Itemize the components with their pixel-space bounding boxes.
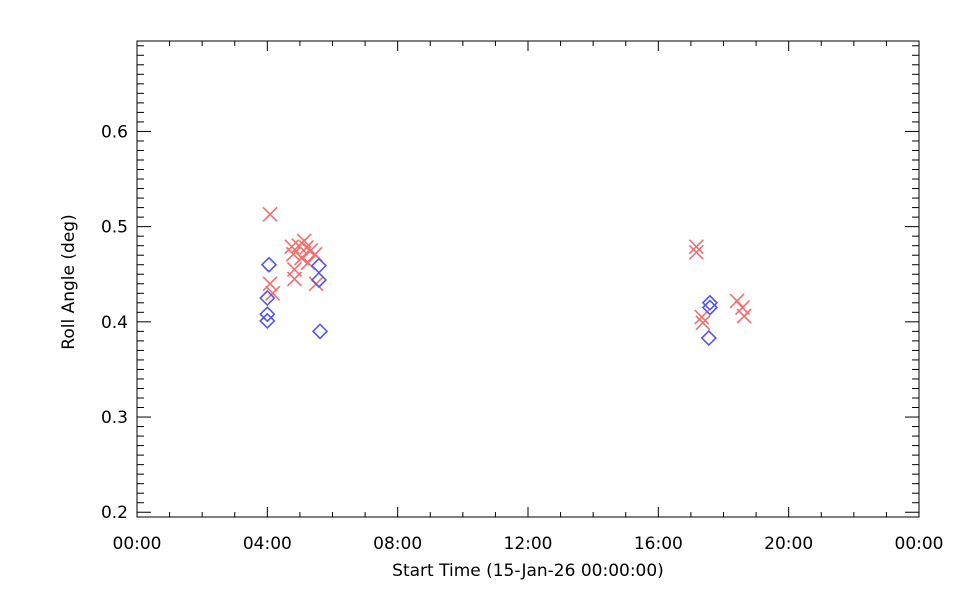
diamond-marker xyxy=(260,256,278,273)
x-marker xyxy=(729,293,745,309)
x-marker xyxy=(688,239,704,255)
x-tick-label: 00:00 xyxy=(895,534,944,554)
x-axis-ticks xyxy=(136,41,920,517)
diamond-marker xyxy=(310,271,328,289)
x-marker xyxy=(293,250,310,266)
y-tick-label: 0.4 xyxy=(101,313,128,333)
x-marker xyxy=(736,308,752,324)
x-tick-label: 00:00 xyxy=(113,534,162,554)
x-marker xyxy=(262,276,278,292)
diamond-marker xyxy=(259,289,276,307)
x-axis-tick-labels: 00:00 04:00 08:00 12:00 16:00 20:00 00:00 xyxy=(113,534,944,554)
x-marker xyxy=(694,309,710,325)
x-tick-label: 12:00 xyxy=(504,534,553,554)
diamond-marker xyxy=(259,312,276,330)
x-tick-label: 16:00 xyxy=(634,534,683,554)
x-tick-label: 04:00 xyxy=(243,534,292,554)
x-marker xyxy=(298,240,314,256)
data-points xyxy=(259,206,752,347)
y-tick-label: 0.3 xyxy=(101,408,128,428)
y-tick-label: 0.2 xyxy=(101,503,128,523)
y-axis-ticks xyxy=(137,45,919,513)
diamond-marker xyxy=(310,257,328,274)
y-axis-label: Roll Angle (deg) xyxy=(59,214,79,349)
x-tick-label: 20:00 xyxy=(764,534,813,554)
x-marker xyxy=(265,285,281,301)
diamond-marker xyxy=(259,306,276,323)
x-axis-label: Start Time (15-Jan-26 00:00:00) xyxy=(392,561,664,581)
plot-frame xyxy=(136,40,920,518)
diamond-marker xyxy=(311,323,329,340)
y-axis-tick-labels: 0.2 0.3 0.4 0.5 0.6 xyxy=(101,122,128,523)
x-tick-label: 08:00 xyxy=(373,534,422,554)
x-marker xyxy=(286,271,303,287)
x-marker xyxy=(688,244,704,260)
y-tick-label: 0.6 xyxy=(101,122,128,142)
diamond-marker xyxy=(700,329,717,347)
y-tick-label: 0.5 xyxy=(101,218,128,238)
diamond-marker xyxy=(701,294,719,311)
diamond-marker xyxy=(701,299,719,316)
x-marker xyxy=(262,206,278,222)
x-marker xyxy=(285,246,301,262)
x-marker xyxy=(695,315,711,331)
